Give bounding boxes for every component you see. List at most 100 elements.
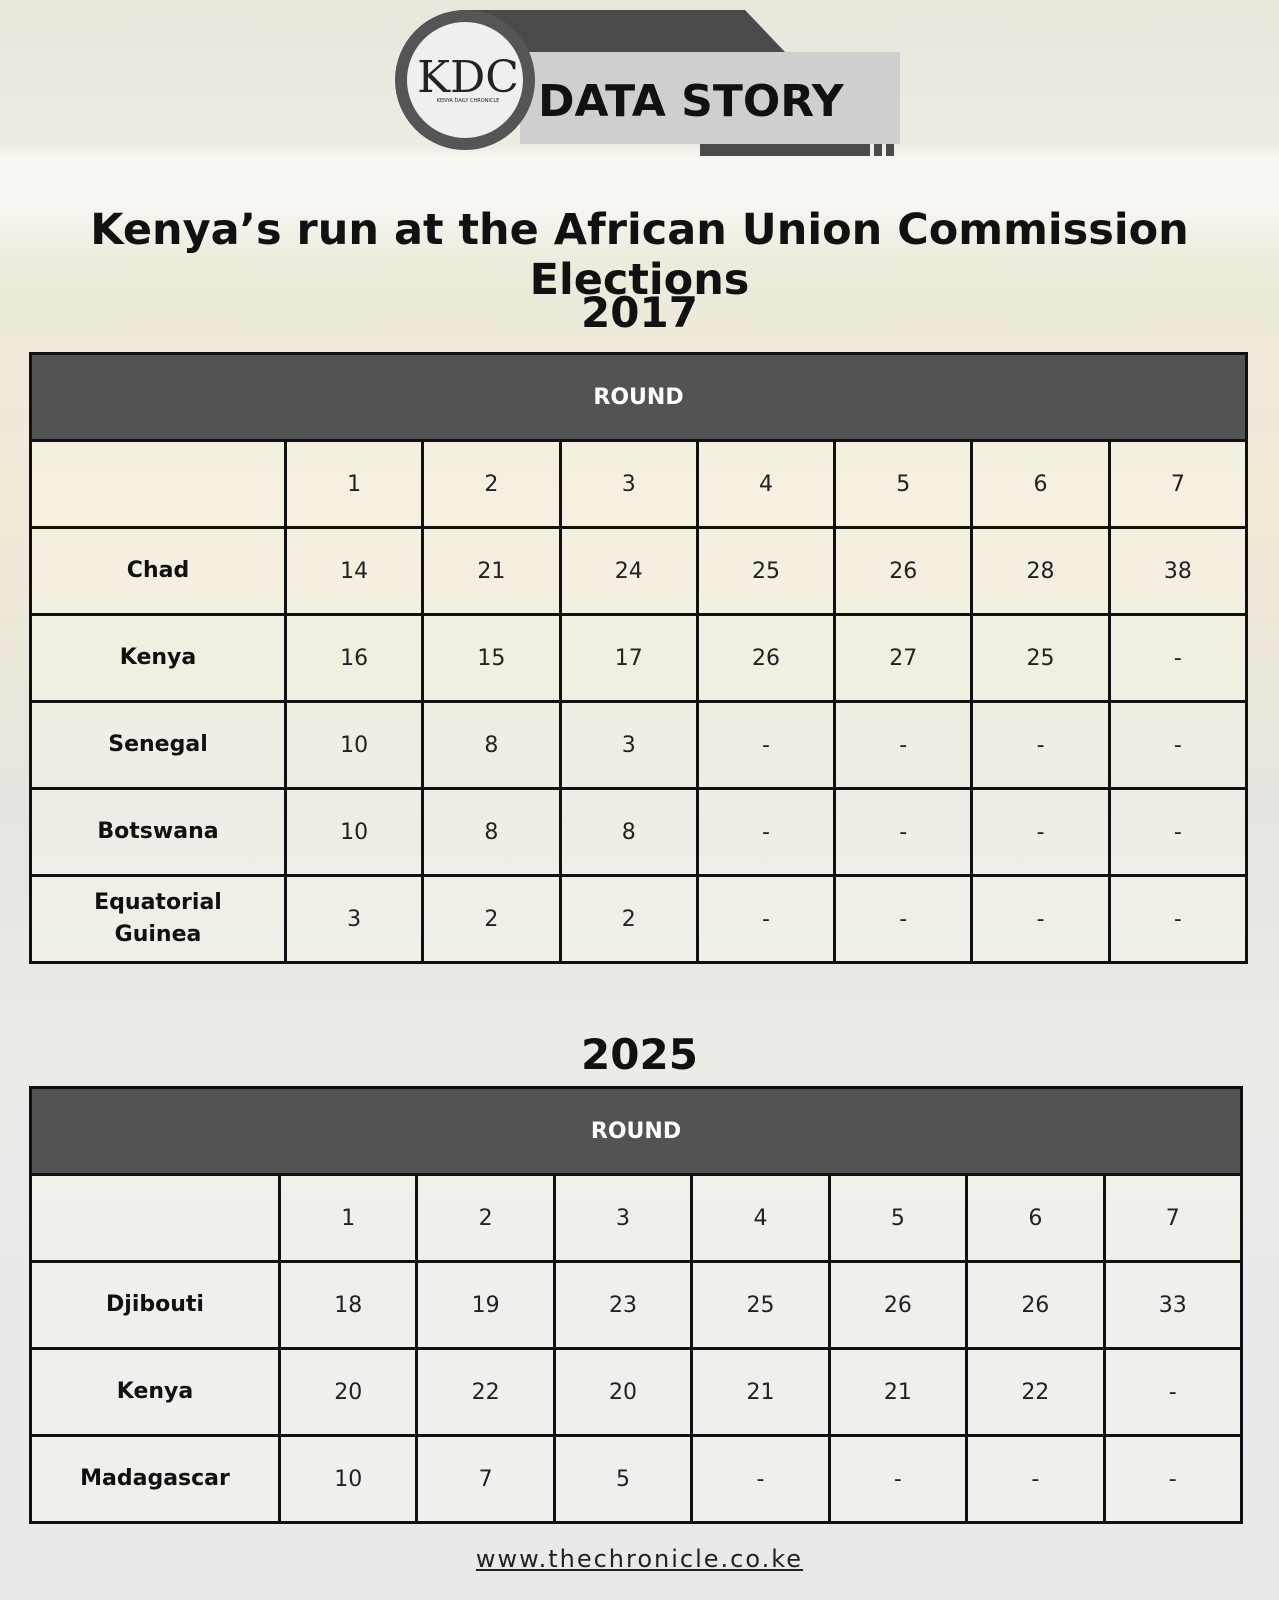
cell: 26 [833, 526, 974, 616]
header-row: ROUND [29, 352, 1248, 442]
cell: 2 [558, 874, 699, 964]
column-label: 7 [1102, 1173, 1244, 1263]
column-label: 5 [833, 439, 974, 529]
cell: 20 [552, 1347, 694, 1437]
cell: 15 [421, 613, 562, 703]
cell: - [970, 874, 1111, 964]
underbar [700, 144, 870, 156]
cell: - [833, 700, 974, 790]
cell: 14 [283, 526, 425, 616]
underbar-dot [886, 144, 894, 156]
logo-subtitle: KENYA DAILY CHRONICLE [437, 98, 500, 104]
cell: - [1107, 787, 1249, 877]
row-name: Madagascar [29, 1434, 281, 1524]
row-name: Botswana [29, 787, 287, 877]
column-label: 3 [552, 1173, 694, 1263]
cell: 17 [558, 613, 699, 703]
data-row: Kenya 20 22 20 21 21 22- [29, 1347, 1244, 1437]
cell: - [1107, 613, 1249, 703]
cell: 7 [415, 1434, 556, 1524]
column-label: 1 [277, 1173, 419, 1263]
cell: 22 [415, 1347, 556, 1437]
cell: - [1102, 1434, 1244, 1524]
cell: 21 [421, 526, 562, 616]
header-cell: ROUND [29, 1086, 1243, 1176]
cell: - [833, 787, 974, 877]
cell: - [695, 874, 837, 964]
underbar-dot [874, 144, 882, 156]
logo-circle [395, 10, 535, 150]
data-table: ROUND 1 2 3 4 5 6 7 Chad 14 21 24 25 26 28 38 Kenya 16 15 1… [29, 352, 1249, 964]
data-row: Djibouti 18 19 23 25 26 26 33 [29, 1260, 1244, 1350]
data-table: ROUND 1 2 3 4 5 6 7 Djibouti 18 19 23 25 26 26 33 Kenya 2… [29, 1086, 1244, 1524]
cell: 19 [415, 1260, 556, 1350]
cell: 10 [283, 787, 425, 877]
cell: 25 [695, 526, 837, 616]
cell: - [1107, 874, 1249, 964]
cell: 21 [827, 1347, 969, 1437]
row-name: Kenya [29, 1347, 281, 1437]
corner-cell [29, 1173, 281, 1263]
cell: 20 [277, 1347, 419, 1437]
cell: 33 [1102, 1260, 1244, 1350]
cell: 8 [421, 787, 562, 877]
cell: - [833, 874, 974, 964]
data-row: Senegal 10 8 3- - - - [29, 700, 1249, 790]
cell: - [1102, 1347, 1244, 1437]
cell: 5 [552, 1434, 694, 1524]
cell: 18 [277, 1260, 419, 1350]
cell: 3 [558, 700, 699, 790]
label-bar [520, 52, 900, 144]
cell: - [695, 700, 837, 790]
data-row: Equatorial Guinea 3 2 2- - - - [29, 874, 1249, 964]
cell: 25 [970, 613, 1111, 703]
column-label: 7 [1107, 439, 1249, 529]
column-label: 6 [965, 1173, 1106, 1263]
tab-shape [460, 10, 785, 52]
cell: 3 [283, 874, 425, 964]
cell: 26 [965, 1260, 1106, 1350]
title: Kenya’s run at the African Union Commiss… [90, 205, 1189, 305]
row-name: Kenya [29, 613, 287, 703]
corner-cell [29, 439, 287, 529]
column-label: 2 [415, 1173, 556, 1263]
data-row: Madagascar 10 7 5- - - - [29, 1434, 1244, 1524]
row-name: Chad [29, 526, 287, 616]
cell: 38 [1107, 526, 1249, 616]
column-label: 6 [970, 439, 1111, 529]
cell: 22 [965, 1347, 1106, 1437]
cell: 8 [558, 787, 699, 877]
column-label: 4 [695, 439, 837, 529]
row-name: Djibouti [29, 1260, 281, 1350]
cell: 27 [833, 613, 974, 703]
logo-text: KDC [417, 52, 519, 103]
row-name: Equatorial Guinea [29, 874, 287, 964]
cell: 10 [277, 1434, 419, 1524]
cell: 24 [558, 526, 699, 616]
cell: 16 [283, 613, 425, 703]
data-row: Botswana 10 8 8- - - - [29, 787, 1249, 877]
cell: 8 [421, 700, 562, 790]
cell: 10 [283, 700, 425, 790]
header-banner: KDC KENYA DAILY CHRONICLE DATA STORY [395, 10, 900, 156]
cell: 21 [690, 1347, 831, 1437]
cell: - [690, 1434, 831, 1524]
column-label: 3 [558, 439, 699, 529]
row-name: Senegal [29, 700, 287, 790]
data-row: Kenya 16 15 17 26 27 25- [29, 613, 1249, 703]
column-label: 5 [827, 1173, 969, 1263]
column-label: 1 [283, 439, 425, 529]
footer-url: www.thechronicle.co.ke [475, 1545, 804, 1573]
table-year: 2025 [581, 1030, 698, 1079]
cell: - [965, 1434, 1106, 1524]
cell: 2 [421, 874, 562, 964]
cell: - [1107, 700, 1249, 790]
header-row: ROUND [29, 1086, 1243, 1176]
table-year: 2017 [581, 288, 698, 337]
cell: 26 [827, 1260, 969, 1350]
cell: 28 [970, 526, 1111, 616]
cell: 23 [552, 1260, 694, 1350]
